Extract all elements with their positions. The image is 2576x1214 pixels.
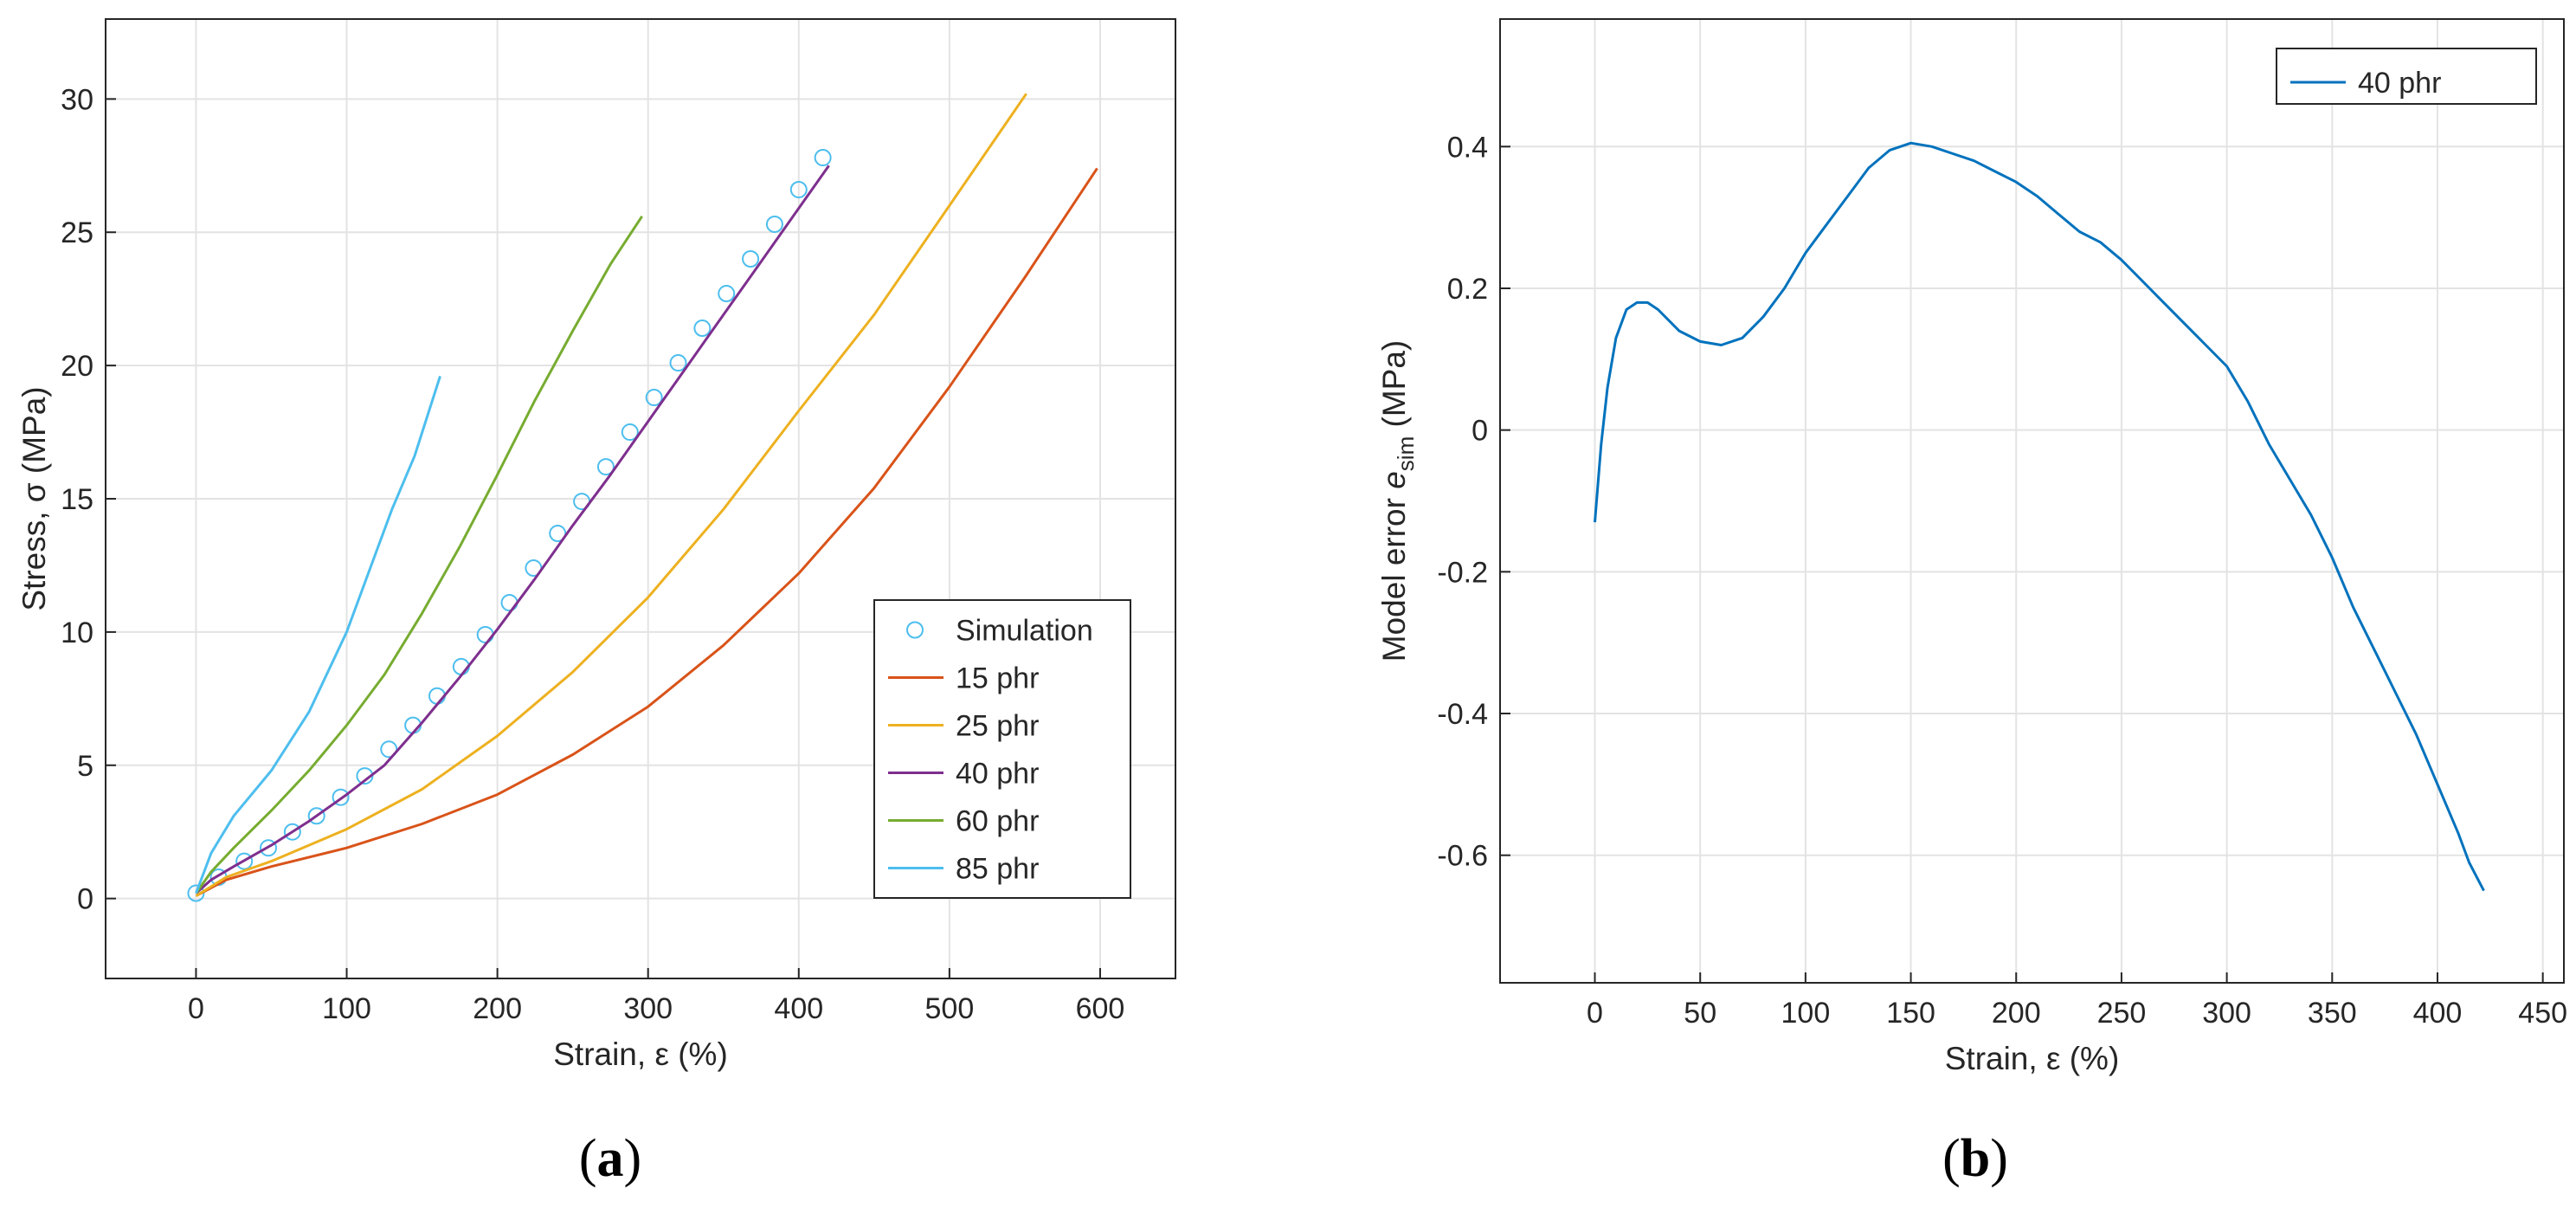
- y-tick-label: 5: [77, 750, 93, 783]
- x-tick-label: 500: [925, 992, 975, 1025]
- panel-label-b: (b): [1942, 1129, 2008, 1188]
- series-line-40-phr: [1594, 141, 2485, 892]
- series-line-40-phr: [195, 165, 830, 894]
- chart-a-y-label: Stress, σ (MPa): [16, 386, 52, 610]
- simulation-marker: [476, 625, 494, 643]
- x-tick-label: 250: [2097, 997, 2147, 1030]
- simulation-marker: [332, 788, 350, 806]
- simulation-marker: [765, 215, 783, 233]
- simulation-marker: [693, 320, 712, 338]
- y-tick-label: -0.4: [1437, 698, 1488, 731]
- x-tick-label: 600: [1076, 992, 1125, 1025]
- y-tick-label: 0: [77, 883, 93, 916]
- chart-b-ticks: 0 50 100 150 200 250 300 350 400 450 -0.6 -0.4 -0.2 0…: [1437, 131, 2567, 1030]
- series-line-85-phr: [195, 375, 441, 894]
- chart-a: 0 100 200 300 400 500 600 0 5 10 15 20 25 30 Strain, …: [16, 18, 1176, 1072]
- chart-b-grid: [1500, 19, 2564, 983]
- y-tick-label: -0.2: [1437, 556, 1488, 589]
- chart-a-plot-area: [187, 93, 1098, 902]
- chart-b-x-label: Strain, ε (%): [1945, 1041, 2120, 1076]
- legend-label: 60 phr: [956, 805, 1039, 838]
- series-line-15-phr: [195, 167, 1098, 897]
- simulation-marker: [669, 354, 687, 372]
- chart-b-y-label-sub: sim: [1393, 436, 1419, 471]
- chart-a-x-label: Strain, ε (%): [553, 1036, 728, 1072]
- legend-label: 85 phr: [956, 853, 1039, 886]
- legend-marker: [906, 621, 924, 639]
- y-tick-label: 15: [61, 483, 93, 516]
- x-tick-label: 100: [322, 992, 371, 1025]
- simulation-marker: [235, 852, 254, 870]
- chart-b-y-label-main: Model error: [1376, 489, 1412, 662]
- y-tick-label: 0: [1472, 415, 1488, 448]
- y-tick-label: 0.4: [1447, 131, 1488, 164]
- x-tick-label: 0: [188, 992, 204, 1025]
- x-tick-label: 450: [2518, 997, 2567, 1030]
- chart-a-grid: [106, 19, 1175, 978]
- simulation-marker: [500, 594, 518, 612]
- chart-b-y-label-symbol: e: [1376, 471, 1412, 489]
- x-tick-label: 200: [1992, 997, 2041, 1030]
- x-tick-label: 200: [473, 992, 522, 1025]
- legend-label: Simulation: [956, 615, 1093, 648]
- x-tick-label: 300: [623, 992, 673, 1025]
- simulation-marker: [260, 839, 278, 857]
- legend-label: 25 phr: [956, 710, 1039, 743]
- x-tick-label: 50: [1684, 997, 1716, 1030]
- simulation-marker: [718, 285, 736, 303]
- simulation-marker: [645, 389, 663, 407]
- legend-box: [873, 599, 1131, 899]
- simulation-marker: [814, 149, 832, 167]
- legend-label: 40 phr: [956, 758, 1039, 791]
- legend-label: 40 phr: [2358, 67, 2441, 100]
- simulation-marker: [380, 740, 398, 759]
- x-tick-label: 300: [2202, 997, 2251, 1030]
- chart-b-y-label-unit: (MPa): [1376, 340, 1412, 436]
- panel-label-b-letter: b: [1961, 1129, 1990, 1188]
- chart-b-legend: 40 phr: [2276, 48, 2537, 105]
- x-tick-label: 400: [2413, 997, 2463, 1030]
- x-tick-label: 150: [1886, 997, 1935, 1030]
- chart-b-y-label: Model error esim (MPa): [1376, 340, 1419, 662]
- chart-b-axes-frame: [1499, 18, 2565, 984]
- simulation-marker: [621, 423, 639, 442]
- y-tick-label: 10: [61, 617, 93, 649]
- simulation-marker: [596, 458, 615, 476]
- series-line-25-phr: [195, 93, 1027, 897]
- y-tick-label: 30: [61, 83, 93, 116]
- y-tick-label: 20: [61, 350, 93, 383]
- simulation-marker: [789, 180, 808, 198]
- legend-box: [2276, 48, 2537, 105]
- simulation-marker: [283, 823, 301, 841]
- simulation-marker: [742, 250, 760, 268]
- legend-label: 15 phr: [956, 662, 1039, 695]
- chart-b-plot-area: [1594, 141, 2485, 892]
- chart-a-ticks: 0 100 200 300 400 500 600 0 5 10 15 20 25 30: [61, 83, 1124, 1025]
- simulation-marker: [307, 807, 325, 825]
- x-tick-label: 400: [774, 992, 823, 1025]
- x-tick-label: 350: [2308, 997, 2357, 1030]
- x-tick-label: 100: [1781, 997, 1831, 1030]
- y-tick-label: 25: [61, 216, 93, 249]
- y-tick-label: -0.6: [1437, 840, 1488, 873]
- series-line-60-phr: [195, 215, 643, 894]
- y-tick-label: 0.2: [1447, 273, 1488, 306]
- x-tick-label: 0: [1587, 997, 1603, 1030]
- chart-a-legend: Simulation 15 phr 25 phr 40 phr 60 phr 85 phr: [873, 599, 1131, 899]
- chart-b: 0 50 100 150 200 250 300 350 400 450 -0.6 -0.4 -0.2 0…: [1376, 18, 2567, 1076]
- panel-label-a: (a): [579, 1129, 641, 1188]
- panel-label-a-letter: a: [597, 1129, 624, 1188]
- simulation-marker: [549, 525, 567, 543]
